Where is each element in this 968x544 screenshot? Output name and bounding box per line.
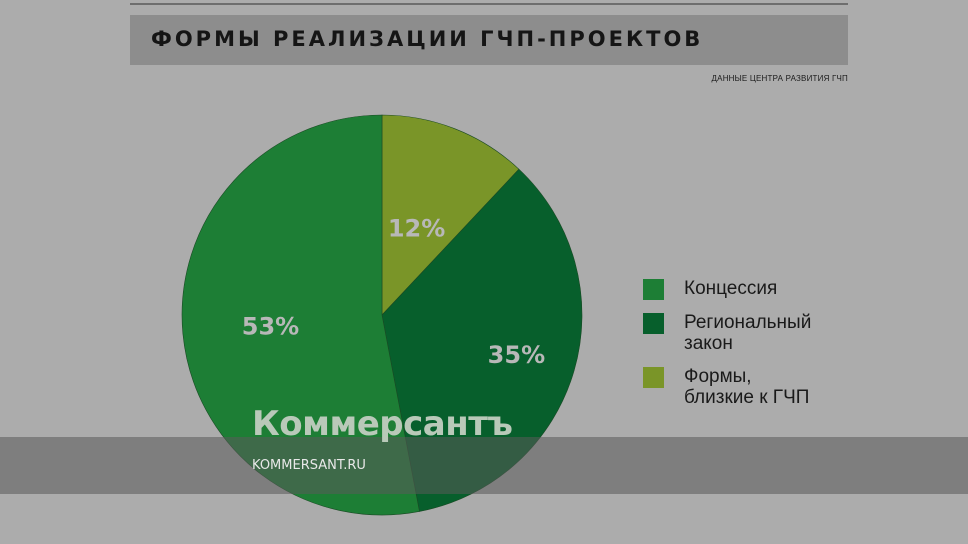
legend-item-2: Формы, близкие к ГЧП bbox=[641, 366, 811, 408]
chart-legend: Концессия Региональный закон Формы, близки… bbox=[641, 278, 811, 408]
source-note: ДАННЫЕ ЦЕНТРА РАЗВИТИЯ ГЧП bbox=[711, 74, 848, 83]
legend-swatch-2 bbox=[643, 367, 664, 388]
legend-label-2: Формы, близкие к ГЧП bbox=[684, 366, 810, 408]
title-band bbox=[130, 15, 848, 65]
legend-swatch-0 bbox=[643, 279, 664, 300]
slice-value-label-2: 12% bbox=[388, 215, 445, 243]
chart-title: ФОРМЫ РЕАЛИЗАЦИИ ГЧП-ПРОЕКТОВ bbox=[151, 27, 704, 51]
top-rule bbox=[130, 3, 848, 5]
legend-label-1: Региональный закон bbox=[684, 312, 812, 354]
legend-item-0: Концессия bbox=[641, 278, 811, 300]
legend-label-0: Концессия bbox=[684, 278, 778, 299]
watermark-url[interactable]: KOMMERSANT.RU bbox=[252, 458, 366, 473]
slice-value-label-1: 35% bbox=[488, 341, 545, 369]
slice-value-label-0: 53% bbox=[242, 313, 299, 341]
watermark-logo: Коммерсантъ bbox=[252, 404, 513, 444]
watermark-band bbox=[0, 437, 968, 494]
pie-slice-0 bbox=[181, 114, 420, 516]
legend-item-1: Региональный закон bbox=[641, 312, 811, 354]
pie-slice-2 bbox=[381, 114, 520, 316]
legend-swatch-1 bbox=[643, 313, 664, 334]
